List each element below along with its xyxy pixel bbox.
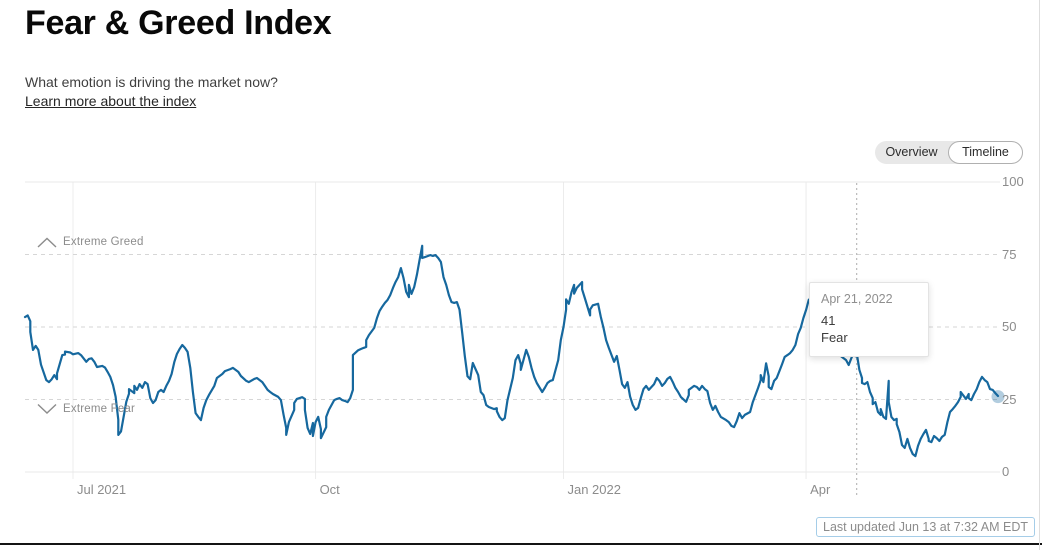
x-tick-label: Oct xyxy=(319,482,340,497)
y-tick-label: 25 xyxy=(1002,391,1017,407)
last-updated-badge: Last updated Jun 13 at 7:32 AM EDT xyxy=(816,517,1035,537)
tab-overview[interactable]: Overview xyxy=(885,145,938,159)
y-tick-label: 0 xyxy=(1002,464,1010,479)
index-line xyxy=(23,244,1000,458)
chevron-up-icon xyxy=(37,237,57,248)
view-toggle: Overview Timeline xyxy=(875,141,1023,164)
tooltip-label: Fear xyxy=(821,329,848,345)
current-value-halo xyxy=(991,390,1005,404)
y-tick-label: 75 xyxy=(1002,246,1017,262)
y-tick-label: 50 xyxy=(1002,319,1017,334)
x-tick-label: Apr xyxy=(810,482,831,497)
extreme-fear-label: Extreme Fear xyxy=(63,403,136,415)
tooltip-date: Apr 21, 2022 xyxy=(821,292,893,306)
chevron-down-icon xyxy=(37,403,57,414)
x-tick-label: Jul 2021 xyxy=(76,482,127,497)
right-edge-line xyxy=(1039,0,1040,550)
page-title: Fear & Greed Index xyxy=(25,4,332,42)
y-tick-label: 100 xyxy=(1002,174,1024,189)
x-tick-label: Jan 2022 xyxy=(567,482,621,497)
learn-more-link[interactable]: Learn more about the index xyxy=(25,93,197,109)
chart-tooltip: Apr 21, 2022 41 Fear xyxy=(809,282,929,357)
page-subtitle: What emotion is driving the market now? xyxy=(25,74,278,90)
tab-timeline[interactable]: Timeline xyxy=(948,141,1023,164)
section-divider xyxy=(0,543,1042,545)
extreme-greed-label: Extreme Greed xyxy=(63,236,144,248)
tooltip-value: 41 xyxy=(821,313,836,328)
